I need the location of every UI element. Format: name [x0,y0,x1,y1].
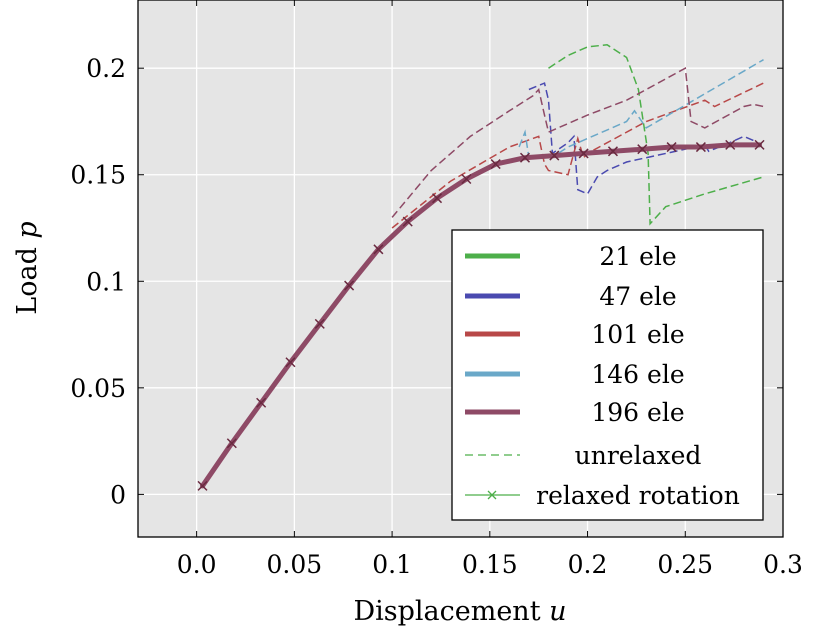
data-point-marker [666,142,677,153]
series-line-unrelaxed-101-ele [391,82,764,229]
series-layer [197,44,765,491]
legend-label-101-ele: 101 ele [591,320,684,349]
data-point-marker [314,318,325,329]
y-tick-label: 0.15 [70,161,126,190]
data-point-marker [637,144,648,155]
x-tick-label: 0.2 [568,550,608,579]
x-tick-label: 0.05 [267,550,323,579]
legend-items: 21 ele 47 ele 101 ele 146 ele 196 ele unrelax… [465,242,740,510]
legend-label-47-ele: 47 ele [599,282,676,311]
x-tick-label: 0.0 [177,550,217,579]
y-tick-label: 0.05 [70,374,126,403]
y-tick-label: 0.1 [86,267,126,296]
plot-frame [137,0,784,538]
y-tick-label: 0.2 [86,54,126,83]
data-point-marker [285,357,296,368]
y-axis-title-var: p [12,221,43,238]
data-point-marker [402,216,413,227]
data-point-marker [549,150,560,161]
data-point-marker [519,152,531,163]
data-point-marker [754,139,765,150]
legend-swatch-marker [487,490,497,500]
x-axis-title-var: u [549,596,566,627]
legend-label-relaxed-rotation: relaxed rotation [536,481,740,510]
x-axis-title: Displacement u [353,596,566,627]
data-point-marker [695,142,706,153]
legend-label-196-ele: 196 ele [591,398,684,427]
data-point-marker [373,244,384,255]
series-line-relaxed-196-ele [200,142,762,489]
data-point-marker [226,438,237,449]
legend-label-146-ele: 146 ele [591,360,684,389]
data-point-marker [578,148,589,159]
y-axis-title-text: Load [12,239,43,315]
legend-label-21-ele: 21 ele [599,242,676,271]
data-point-marker [725,139,736,150]
x-axis-title-text: Displacement [353,596,549,627]
data-point-marker [490,159,501,170]
x-tick-label: 0.1 [372,550,412,579]
legend-label-unrelaxed: unrelaxed [575,441,702,470]
data-point-marker [256,397,267,408]
y-tick-label: 0 [110,480,126,509]
legend: 21 ele 47 ele 101 ele 146 ele 196 ele unrelax… [451,229,764,521]
series-line-unrelaxed-196-ele [391,67,764,218]
x-tick-label: 0.25 [657,550,713,579]
x-tick-label: 0.15 [462,550,518,579]
ticks: 0.0 0.05 0.1 0.15 0.2 0.25 0.3 0 0.05 0.1 0.15 0.2 [70,0,803,579]
series-line-unrelaxed-21-ele [548,44,764,226]
data-point-marker [432,193,443,204]
data-point-marker [344,280,355,291]
data-point-marker [607,146,618,157]
y-axis-title: Load p [12,221,43,314]
x-tick-label: 0.3 [763,550,803,579]
series-line-unrelaxed-146-ele [518,59,764,159]
series-line-unrelaxed-47-ele [528,82,761,195]
data-point-marker [197,480,208,491]
data-point-marker [461,173,472,185]
